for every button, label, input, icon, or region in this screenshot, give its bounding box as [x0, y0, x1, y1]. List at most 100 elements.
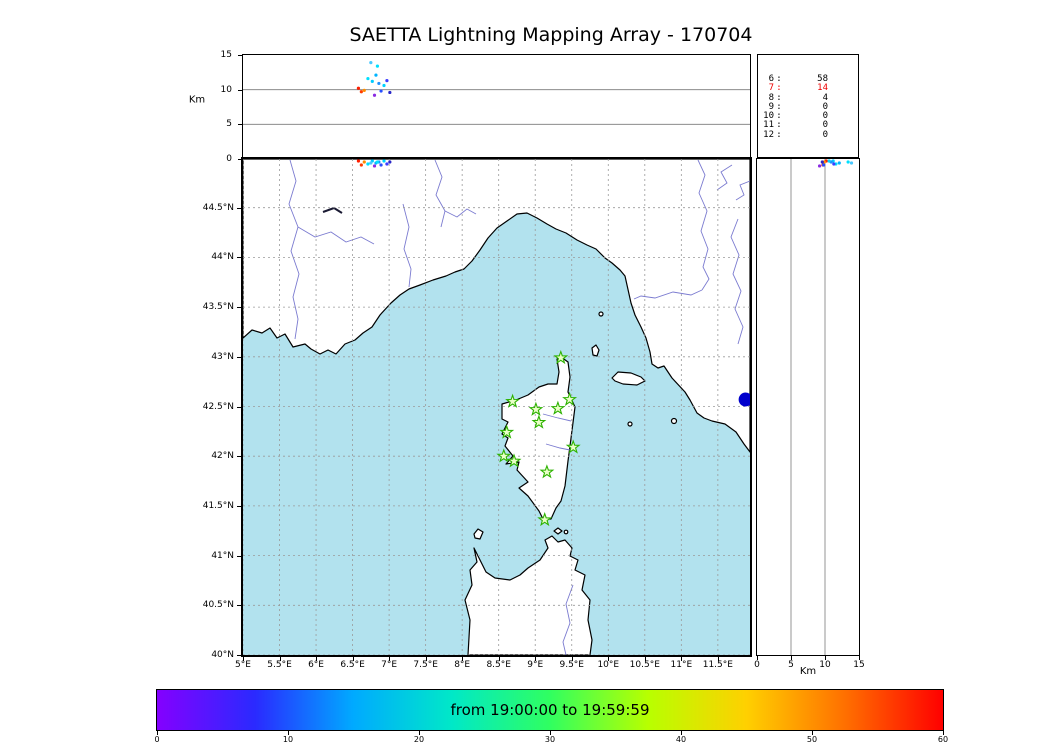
- lon-tick-label: 7.5°E: [413, 660, 438, 670]
- rivers-layer: [288, 159, 750, 655]
- colorbar-tick-label: 60: [937, 735, 949, 744]
- source-dot: [382, 159, 386, 163]
- station-marker: [499, 424, 515, 439]
- lon-tick-mark: [425, 657, 427, 661]
- lon-tick-mark: [279, 657, 281, 661]
- sensor-dot: [738, 392, 750, 407]
- lon-tick-label: 8°E: [454, 660, 471, 670]
- lat-tick-label: 43.5°N: [202, 302, 234, 313]
- station-marker: [553, 349, 569, 365]
- source-dot: [832, 162, 836, 166]
- source-dot: [849, 161, 854, 165]
- source-dot: [388, 160, 392, 164]
- lon-tick-label: 5°E: [235, 660, 251, 670]
- river: [402, 203, 412, 288]
- lon-tick-label: 5.5°E: [267, 660, 292, 670]
- lon-tick-label: 10°E: [597, 660, 620, 670]
- map-plot: [243, 159, 750, 655]
- colorbar-tick-label: 0: [154, 735, 160, 744]
- lat-tick-label: 44.5°N: [202, 202, 234, 213]
- gorgona-island: [598, 311, 604, 317]
- source-dot: [375, 160, 380, 164]
- river: [545, 443, 571, 451]
- source-dot: [379, 163, 383, 167]
- colorbar-tick-mark: [288, 731, 289, 735]
- right-alt-tick-label: 15: [853, 660, 865, 670]
- source-dot: [385, 162, 389, 166]
- maddalena-island: [553, 527, 563, 535]
- top-alt-tick-label: 10: [220, 84, 232, 95]
- lon-tick-label: 6.5°E: [340, 660, 365, 670]
- lon-tick-mark: [462, 657, 464, 661]
- lon-tick-label: 9.5°E: [559, 660, 584, 670]
- source-dot: [369, 61, 373, 65]
- count-row: 10:0: [763, 111, 828, 122]
- station-marker: [506, 453, 522, 468]
- source-dot: [817, 164, 822, 168]
- river: [730, 218, 744, 345]
- top-panel-ylabel: Km: [188, 94, 206, 106]
- right-panel-xlabel: Km: [799, 666, 817, 677]
- station-marker: [496, 448, 512, 463]
- river: [297, 226, 375, 245]
- altitude-lat-panel: [756, 158, 860, 656]
- colorbar-tick-label: 40: [675, 735, 687, 744]
- lon-tick-mark: [316, 657, 318, 661]
- lon-tick-mark: [498, 657, 500, 661]
- top-panel-sources: [356, 61, 392, 97]
- source-dot: [374, 73, 378, 77]
- source-dot: [382, 83, 386, 88]
- colorbar: from 19:00:00 to 19:59:59: [156, 689, 944, 731]
- right-alt-tick-mark: [757, 656, 758, 660]
- right-alt-tick-mark: [791, 656, 792, 660]
- river: [434, 159, 446, 228]
- lon-tick-label: 7°E: [381, 660, 398, 670]
- map-sources: [356, 159, 392, 168]
- source-dot: [827, 159, 831, 163]
- mainland-coast: [243, 159, 750, 453]
- colorbar-gradient: [157, 690, 943, 730]
- lon-tick-label: 6°E: [308, 660, 325, 670]
- lon-tick-mark: [644, 657, 646, 661]
- source-dot: [385, 79, 389, 83]
- montecristo-island: [627, 421, 633, 427]
- river: [288, 159, 300, 340]
- lon-tick-mark: [352, 657, 354, 661]
- station-marker: [528, 401, 544, 416]
- source-dot: [366, 76, 370, 81]
- giglio-island: [670, 417, 678, 425]
- river: [697, 159, 710, 291]
- lat-tick-label: 42.5°N: [202, 401, 234, 412]
- river: [716, 164, 733, 191]
- source-dot: [379, 89, 383, 93]
- source-dot: [375, 64, 380, 68]
- top-alt-tick-label: 15: [220, 50, 232, 60]
- lat-tick-label: 43°N: [211, 351, 234, 362]
- station-marker: [565, 439, 581, 454]
- lat-tick-label: 42°N: [211, 451, 234, 462]
- colorbar-tick-label: 50: [806, 735, 818, 744]
- sardinia-island: [464, 535, 593, 655]
- station-marker: [539, 464, 555, 479]
- maddalena-island-2: [563, 529, 569, 535]
- right-panel-sources: [817, 159, 854, 168]
- count-row: 11:0: [763, 120, 828, 131]
- altitude-lat-plot: [790, 159, 854, 655]
- lat-tick-label: 41°N: [211, 550, 234, 561]
- station-marker: [550, 400, 566, 415]
- count-row: 12:0: [763, 129, 828, 140]
- lon-altitude-panel: [242, 54, 751, 160]
- source-dot: [356, 86, 361, 90]
- lon-tick-mark: [571, 657, 573, 661]
- source-dot: [362, 88, 366, 92]
- source-dot: [370, 79, 374, 83]
- right-alt-tick-label: 10: [819, 660, 831, 670]
- lon-tick-mark: [681, 657, 683, 661]
- right-alt-tick-mark: [825, 656, 826, 660]
- altitude-counts-panel: 6:58 7:14 8:4 9:0 10:0 11:0 12:0: [757, 54, 859, 158]
- top-alt-tick-label: 5: [226, 119, 232, 130]
- land-layer: [243, 159, 750, 655]
- station-marker: [537, 511, 553, 527]
- lat-tick-label: 41.5°N: [202, 500, 234, 511]
